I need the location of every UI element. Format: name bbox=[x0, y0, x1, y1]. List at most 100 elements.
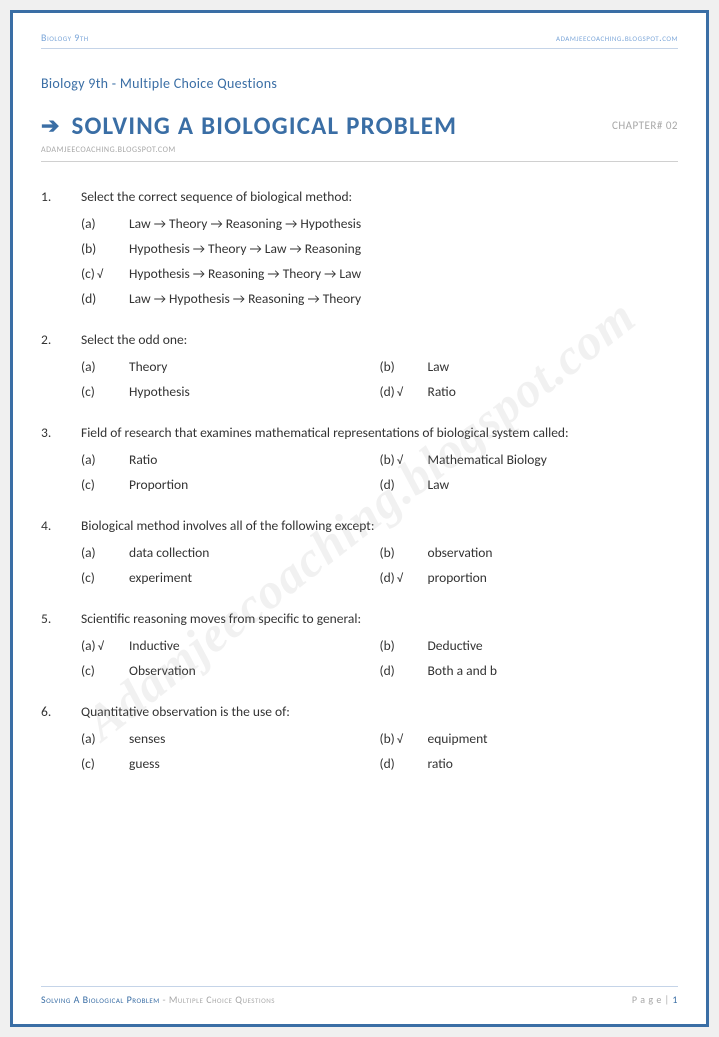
question: 3.Field of research that examines mathem… bbox=[41, 424, 678, 493]
option-row: (c)Proportion bbox=[81, 476, 380, 493]
option-text: Ratio bbox=[129, 451, 157, 468]
option-label: (d) bbox=[380, 476, 428, 493]
top-bar: Biology 9th adamjeecoaching.blogspot.com bbox=[41, 31, 678, 49]
question: 4.Biological method involves all of the … bbox=[41, 517, 678, 586]
option-label: (d) bbox=[380, 755, 428, 772]
option-text: Hypothesis bbox=[129, 383, 190, 400]
option-text: Ratio bbox=[428, 383, 456, 400]
divider bbox=[41, 161, 678, 162]
option-row: (c)Hypothesis bbox=[81, 383, 380, 400]
option-text: Observation bbox=[129, 662, 196, 679]
option-label: (c) bbox=[81, 476, 129, 493]
footer: Solving A Biological Problem - Multiple … bbox=[41, 986, 678, 1006]
option-text: observation bbox=[428, 544, 493, 561]
header-left: Biology 9th bbox=[41, 31, 89, 44]
question-head: 1.Select the correct sequence of biologi… bbox=[41, 188, 678, 205]
option-row: (d)Law bbox=[380, 476, 679, 493]
question-text: Biological method involves all of the fo… bbox=[81, 517, 374, 534]
question-number: 5. bbox=[41, 610, 81, 627]
option-label: (a) bbox=[81, 451, 129, 468]
option-label: (c) bbox=[81, 662, 129, 679]
option-row: (d)Both a and b bbox=[380, 662, 679, 679]
question: 1.Select the correct sequence of biologi… bbox=[41, 188, 678, 307]
option-label: (b) bbox=[81, 240, 129, 257]
footer-title: Solving A Biological Problem bbox=[41, 993, 160, 1006]
worksheet-page: Adamjeecoaching.blogspot.com Biology 9th… bbox=[10, 10, 709, 1027]
option-text: Both a and b bbox=[428, 662, 497, 679]
option-row: (b) √Mathematical Biology bbox=[380, 451, 679, 468]
url-small: ADAMJEECOACHING.BLOGSPOT.COM bbox=[41, 145, 678, 155]
title-main: ➔ SOLVING A BIOLOGICAL PROBLEM bbox=[41, 110, 457, 141]
chapter-label: CHAPTER# 02 bbox=[612, 119, 678, 132]
question: 2.Select the odd one:(a)Theory(b)Law(c)H… bbox=[41, 331, 678, 400]
arrow-right-icon: ➔ bbox=[41, 112, 59, 139]
option-row: (c)guess bbox=[81, 755, 380, 772]
question-number: 2. bbox=[41, 331, 81, 348]
option-text: Hypothesis → Reasoning → Theory → Law bbox=[129, 265, 361, 282]
question-head: 3.Field of research that examines mathem… bbox=[41, 424, 678, 441]
options: (a) √Inductive(b)Deductive(c)Observation… bbox=[41, 637, 678, 679]
option-text: guess bbox=[129, 755, 160, 772]
question-text: Select the odd one: bbox=[81, 331, 187, 348]
option-label: (d) bbox=[380, 662, 428, 679]
option-label: (a) √ bbox=[81, 637, 129, 654]
option-text: Hypothesis → Theory → Law → Reasoning bbox=[129, 240, 361, 257]
footer-subtitle: - Multiple Choice Questions bbox=[160, 993, 275, 1006]
option-row: (c) √Hypothesis → Reasoning → Theory → L… bbox=[41, 265, 678, 282]
footer-right: P a g e | 1 bbox=[632, 993, 678, 1006]
page-label: P a g e | bbox=[632, 993, 673, 1006]
check-icon: √ bbox=[397, 454, 403, 468]
option-text: Theory bbox=[129, 358, 167, 375]
question-head: 4.Biological method involves all of the … bbox=[41, 517, 678, 534]
option-row: (a)data collection bbox=[81, 544, 380, 561]
option-label: (c) √ bbox=[81, 265, 129, 282]
option-label: (d) √ bbox=[380, 383, 428, 400]
question-text: Select the correct sequence of biologica… bbox=[81, 188, 352, 205]
question-number: 4. bbox=[41, 517, 81, 534]
option-label: (b) √ bbox=[380, 451, 428, 468]
option-row: (c)Observation bbox=[81, 662, 380, 679]
option-label: (a) bbox=[81, 215, 129, 232]
header-right: adamjeecoaching.blogspot.com bbox=[556, 31, 678, 44]
option-row: (a)Theory bbox=[81, 358, 380, 375]
check-icon: √ bbox=[98, 640, 104, 654]
option-text: data collection bbox=[129, 544, 209, 561]
option-text: equipment bbox=[428, 730, 488, 747]
question-head: 2.Select the odd one: bbox=[41, 331, 678, 348]
question-head: 6.Quantitative observation is the use of… bbox=[41, 703, 678, 720]
option-label: (b) bbox=[380, 637, 428, 654]
option-row: (b)Law bbox=[380, 358, 679, 375]
check-icon: √ bbox=[397, 386, 403, 400]
option-text: Law bbox=[428, 358, 450, 375]
option-row: (d) √proportion bbox=[380, 569, 679, 586]
option-text: Inductive bbox=[129, 637, 180, 654]
option-label: (b) bbox=[380, 358, 428, 375]
option-row: (d) √Ratio bbox=[380, 383, 679, 400]
options: (a)senses(b) √equipment(c)guess(d)ratio bbox=[41, 730, 678, 772]
option-row: (a)senses bbox=[81, 730, 380, 747]
option-row: (d)Law → Hypothesis → Reasoning → Theory bbox=[41, 290, 678, 307]
option-text: Law → Hypothesis → Reasoning → Theory bbox=[129, 290, 361, 307]
option-row: (a)Ratio bbox=[81, 451, 380, 468]
option-label: (a) bbox=[81, 358, 129, 375]
option-row: (b)Deductive bbox=[380, 637, 679, 654]
question: 6.Quantitative observation is the use of… bbox=[41, 703, 678, 772]
options: (a)Theory(b)Law(c)Hypothesis(d) √Ratio bbox=[41, 358, 678, 400]
option-row: (d)ratio bbox=[380, 755, 679, 772]
options: (a)Law → Theory → Reasoning → Hypothesis… bbox=[41, 215, 678, 307]
footer-left: Solving A Biological Problem - Multiple … bbox=[41, 993, 275, 1006]
question-text: Field of research that examines mathemat… bbox=[81, 424, 569, 441]
question-number: 3. bbox=[41, 424, 81, 441]
question-text: Scientific reasoning moves from specific… bbox=[81, 610, 361, 627]
check-icon: √ bbox=[397, 733, 403, 747]
option-text: Law → Theory → Reasoning → Hypothesis bbox=[129, 215, 361, 232]
option-label: (a) bbox=[81, 730, 129, 747]
option-text: ratio bbox=[428, 755, 453, 772]
check-icon: √ bbox=[397, 572, 403, 586]
option-label: (c) bbox=[81, 755, 129, 772]
option-label: (a) bbox=[81, 544, 129, 561]
option-row: (b)observation bbox=[380, 544, 679, 561]
option-row: (c)experiment bbox=[81, 569, 380, 586]
options: (a)data collection(b)observation(c)exper… bbox=[41, 544, 678, 586]
option-text: senses bbox=[129, 730, 165, 747]
